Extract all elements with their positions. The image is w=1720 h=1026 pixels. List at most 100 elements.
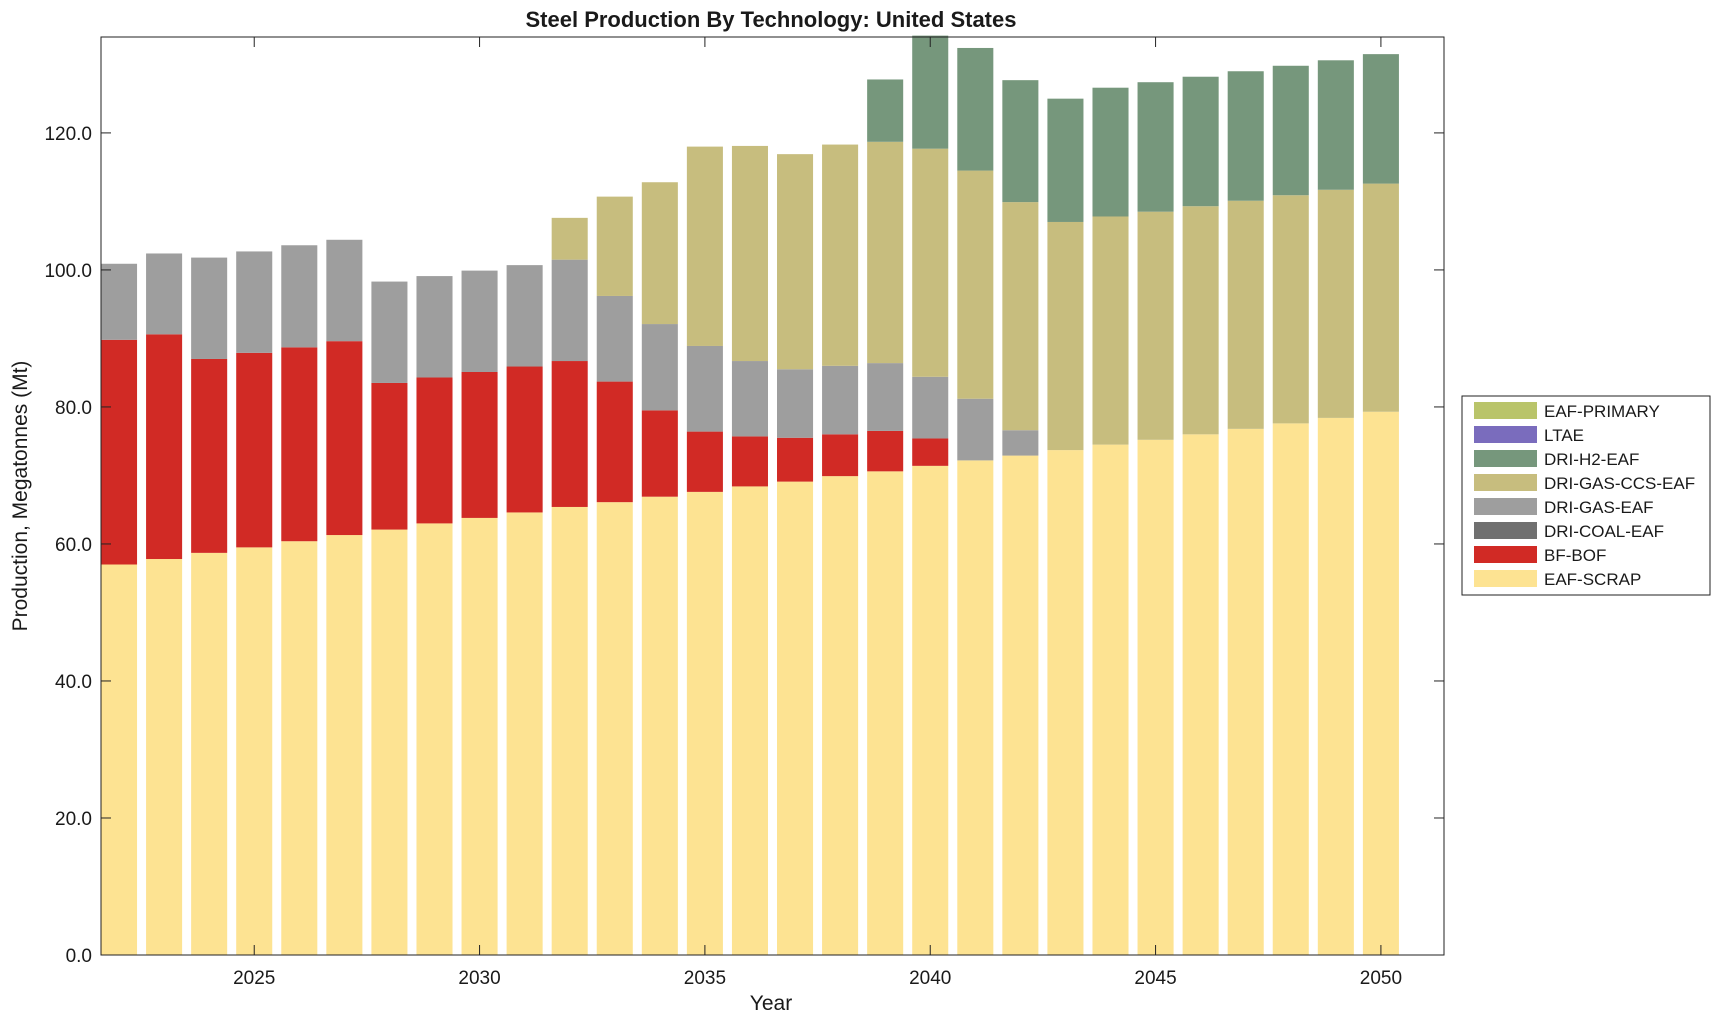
x-tick-label: 2025 — [233, 968, 275, 989]
bar-dri-gas-eaf-2036 — [731, 361, 768, 437]
legend: EAF-PRIMARY LTAE DRI-H2-EAF DRI-GAS-CCS-EAF… — [1461, 395, 1711, 596]
bar-dri-h2-eaf-2050 — [1362, 54, 1399, 184]
bar-bf-bof-2031 — [506, 366, 543, 513]
bar-dri-gas-ccs-eaf-2038 — [822, 144, 859, 366]
bar-dri-gas-eaf-2035 — [686, 345, 723, 432]
x-tick-label: 2045 — [1134, 968, 1176, 989]
bar-dri-gas-eaf-2026 — [281, 245, 318, 348]
bar-dri-gas-ccs-eaf-2046 — [1182, 206, 1219, 435]
bar-bf-bof-2033 — [596, 381, 633, 503]
bar-dri-h2-eaf-2043 — [1047, 98, 1084, 222]
bar-dri-gas-ccs-eaf-2045 — [1137, 211, 1174, 440]
bar-eaf-scrap-2024 — [191, 552, 228, 955]
bar-dri-h2-eaf-2039 — [867, 79, 904, 142]
bar-dri-gas-ccs-eaf-2039 — [867, 141, 904, 364]
bar-eaf-scrap-2037 — [777, 481, 814, 955]
legend-swatch-eaf-primary — [1474, 402, 1537, 419]
bar-dri-gas-eaf-2032 — [551, 259, 588, 362]
bar-eaf-scrap-2035 — [686, 491, 723, 955]
bar-eaf-scrap-2045 — [1137, 439, 1174, 955]
bar-dri-gas-eaf-2029 — [416, 276, 453, 378]
bar-eaf-scrap-2033 — [596, 502, 633, 955]
bar-eaf-scrap-2029 — [416, 523, 453, 955]
bar-bf-bof-2023 — [146, 334, 183, 560]
bar-dri-h2-eaf-2045 — [1137, 82, 1174, 212]
x-tick-label: 2040 — [909, 968, 951, 989]
legend-label-bf-bof: BF-BOF — [1544, 546, 1606, 565]
bar-dri-gas-eaf-2039 — [867, 363, 904, 431]
bar-eaf-scrap-2046 — [1182, 434, 1219, 956]
legend-swatch-dri-gas-ccs-eaf — [1474, 474, 1537, 491]
y-tick-label: 120.0 — [44, 124, 92, 145]
legend-swatch-dri-coal-eaf — [1474, 522, 1537, 539]
bar-bf-bof-2040 — [912, 438, 949, 466]
bar-dri-h2-eaf-2047 — [1227, 71, 1264, 201]
bar-dri-h2-eaf-2044 — [1092, 87, 1129, 217]
legend-swatch-dri-h2-eaf — [1474, 450, 1537, 467]
bar-dri-h2-eaf-2048 — [1272, 65, 1309, 196]
bar-dri-gas-eaf-2024 — [191, 257, 228, 359]
bar-dri-h2-eaf-2049 — [1317, 60, 1354, 190]
bar-dri-gas-ccs-eaf-2040 — [912, 148, 949, 377]
bar-dri-gas-ccs-eaf-2044 — [1092, 216, 1129, 445]
bar-eaf-scrap-2042 — [1002, 455, 1039, 955]
bar-dri-gas-ccs-eaf-2050 — [1362, 183, 1399, 412]
bar-dri-gas-ccs-eaf-2042 — [1002, 202, 1039, 431]
bar-eaf-scrap-2032 — [551, 506, 588, 955]
bar-dri-gas-eaf-2027 — [326, 239, 363, 342]
bar-eaf-scrap-2041 — [957, 460, 994, 955]
bar-bf-bof-2022 — [101, 339, 138, 565]
bar-eaf-scrap-2044 — [1092, 444, 1129, 955]
bar-dri-gas-eaf-2031 — [506, 265, 543, 367]
bar-dri-gas-eaf-2040 — [912, 376, 949, 439]
legend-label-eaf-scrap: EAF-SCRAP — [1544, 570, 1641, 589]
bar-eaf-scrap-2038 — [822, 476, 859, 955]
legend-label-dri-coal-eaf: DRI-COAL-EAF — [1544, 522, 1664, 541]
bar-dri-gas-ccs-eaf-2034 — [641, 182, 678, 325]
bar-dri-gas-ccs-eaf-2036 — [731, 145, 768, 362]
bar-dri-gas-ccs-eaf-2037 — [777, 154, 814, 370]
bar-eaf-scrap-2026 — [281, 541, 318, 955]
x-tick-label: 2030 — [458, 968, 500, 989]
bar-eaf-scrap-2043 — [1047, 450, 1084, 955]
x-tick-label: 2050 — [1360, 968, 1402, 989]
y-tick-label: 20.0 — [55, 809, 92, 830]
bar-eaf-scrap-2030 — [461, 517, 498, 955]
bar-dri-gas-eaf-2025 — [236, 251, 273, 353]
y-axis-label: Production, Megatonnes (Mt) — [9, 361, 32, 632]
bar-dri-gas-ccs-eaf-2043 — [1047, 221, 1084, 451]
bar-dri-gas-eaf-2033 — [596, 295, 633, 382]
axes-layer: 0.0 20.0 40.0 60.0 80.0 100.0 120.0 2025 2030 203… — [44, 37, 1444, 989]
bar-bf-bof-2037 — [777, 437, 814, 482]
bar-bf-bof-2029 — [416, 377, 453, 524]
bar-bf-bof-2036 — [731, 436, 768, 487]
bar-dri-h2-eaf-2042 — [1002, 80, 1039, 203]
legend-label-dri-gas-ccs-eaf: DRI-GAS-CCS-EAF — [1544, 474, 1695, 493]
legend-swatch-bf-bof — [1474, 546, 1537, 563]
bar-bf-bof-2027 — [326, 341, 363, 536]
bar-bf-bof-2024 — [191, 358, 228, 553]
bar-dri-gas-eaf-2042 — [1002, 430, 1039, 456]
bar-bf-bof-2034 — [641, 410, 678, 497]
bar-eaf-scrap-2036 — [731, 486, 768, 955]
bar-bf-bof-2038 — [822, 434, 859, 477]
bar-dri-h2-eaf-2046 — [1182, 76, 1219, 207]
bar-dri-gas-ccs-eaf-2048 — [1272, 195, 1309, 424]
bar-eaf-scrap-2034 — [641, 496, 678, 955]
bar-eaf-scrap-2047 — [1227, 428, 1264, 955]
bar-eaf-scrap-2025 — [236, 547, 273, 955]
bar-dri-gas-ccs-eaf-2047 — [1227, 200, 1264, 429]
plot-frame — [100, 36, 1445, 956]
bar-dri-h2-eaf-2040 — [912, 35, 949, 149]
bar-dri-gas-eaf-2023 — [146, 253, 183, 335]
bar-dri-gas-ccs-eaf-2049 — [1317, 189, 1354, 418]
y-tick-label: 60.0 — [55, 535, 92, 556]
bar-dri-gas-eaf-2028 — [371, 281, 408, 383]
bar-bf-bof-2032 — [551, 361, 588, 507]
chart-title: Steel Production By Technology: United S… — [526, 7, 1017, 32]
legend-label-eaf-primary: EAF-PRIMARY — [1544, 402, 1660, 421]
y-tick-label: 80.0 — [55, 398, 92, 419]
bar-dri-gas-eaf-2038 — [822, 365, 859, 435]
